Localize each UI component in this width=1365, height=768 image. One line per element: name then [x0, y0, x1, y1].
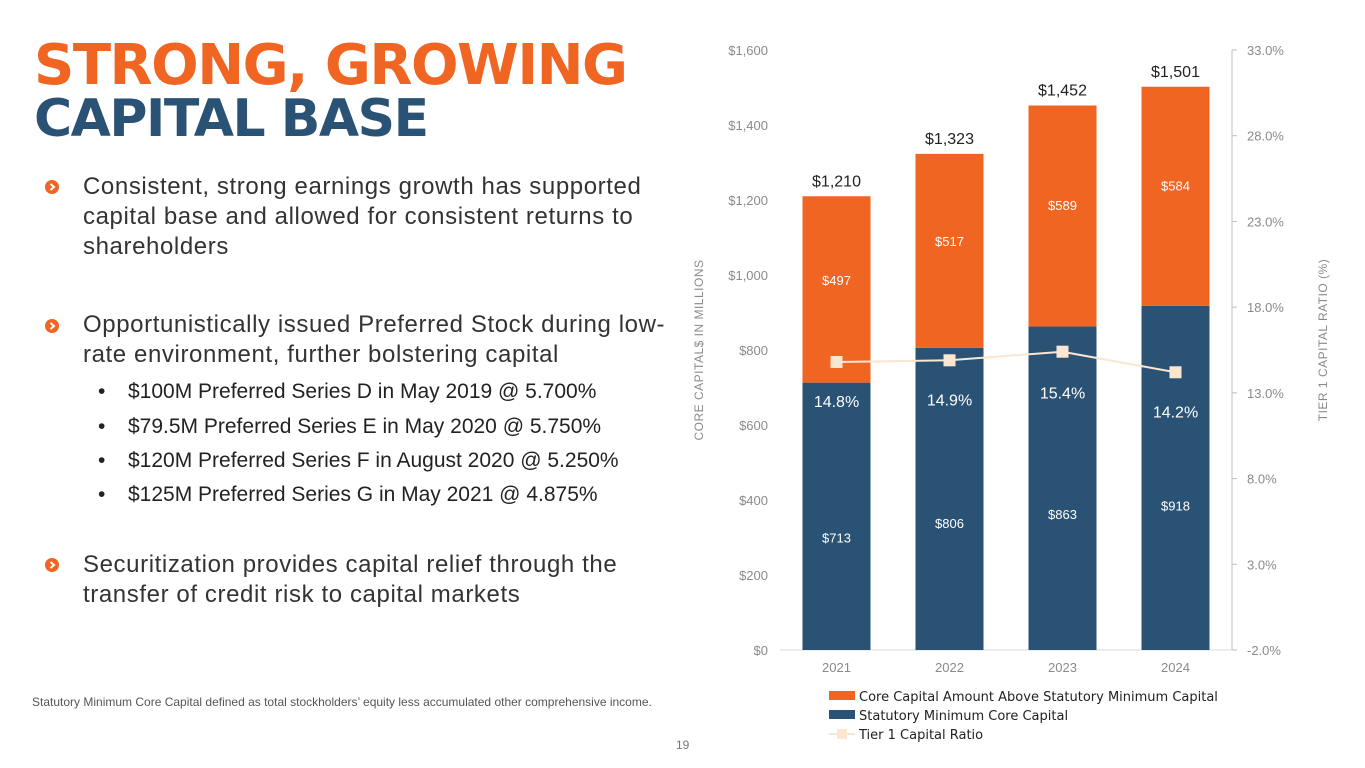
data-label-above-min: $497: [822, 273, 851, 288]
data-label-statutory-min: $863: [1048, 507, 1077, 522]
sub-bullet-glyph: •: [98, 449, 106, 472]
data-label-total: $1,452: [1038, 83, 1087, 100]
y-tick-label: $800: [739, 343, 768, 358]
data-label-above-min: $584: [1161, 178, 1190, 193]
bar-statutory-min: [802, 382, 871, 650]
data-label-total: $1,501: [1151, 64, 1200, 81]
data-label-total: $1,323: [925, 131, 974, 148]
x-tick-label: 2023: [1048, 660, 1077, 675]
sub-bullet-3: • $120M Preferred Series F in August 2020…: [98, 448, 619, 474]
bar-statutory-min: [1028, 326, 1097, 650]
sub-bullet-1: • $100M Preferred Series D in May 2019 @ …: [98, 379, 596, 405]
title-line-2: CAPITAL BASE: [34, 89, 429, 149]
title-line-1: STRONG, GROWING: [34, 33, 628, 98]
y-tick-label: $600: [739, 418, 768, 433]
data-label-statutory-min: $806: [935, 516, 964, 531]
y-axis-title: CORE CAPITAL$ IN MILLIONS: [692, 260, 706, 441]
bar-above-min: [1141, 86, 1210, 306]
sub-bullet-glyph: •: [98, 483, 106, 506]
data-label-statutory-min: $918: [1161, 498, 1190, 513]
ratio-marker: [943, 354, 956, 367]
legend-label-statutory-min: Statutory Minimum Core Capital: [859, 709, 1068, 724]
sub-bullet-text: $79.5M Preferred Series E in May 2020 @ …: [128, 415, 602, 438]
legend-swatch-ratio-marker: [837, 729, 847, 739]
data-label-above-min: $517: [935, 234, 964, 249]
y2-tick-label: 13.0%: [1247, 386, 1284, 401]
bar-above-min: [915, 153, 984, 348]
page-number: 19: [676, 738, 690, 752]
y2-tick-label: 33.0%: [1247, 43, 1284, 58]
bar-above-min: [1028, 105, 1097, 327]
y2-tick-label: 23.0%: [1247, 214, 1284, 229]
chevron-circle-icon: [45, 558, 59, 572]
y2-tick-label: 3.0%: [1247, 557, 1277, 572]
y-tick-label: $1,200: [728, 193, 768, 208]
data-label-total: $1,210: [812, 173, 861, 190]
bar-above-min: [802, 196, 871, 383]
bar-statutory-min: [1141, 305, 1210, 650]
legend-label-above-min: Core Capital Amount Above Statutory Mini…: [859, 690, 1218, 705]
x-tick-label: 2021: [822, 660, 851, 675]
sub-bullet-2: • $79.5M Preferred Series E in May 2020 @…: [98, 414, 601, 440]
ratio-marker: [830, 356, 843, 368]
y2-tick-label: 18.0%: [1247, 300, 1284, 315]
y2-tick-label: -2.0%: [1247, 643, 1281, 658]
sub-bullet-4: • $125M Preferred Series G in May 2021 @ …: [98, 482, 598, 508]
y-tick-label: $1,600: [728, 43, 768, 58]
data-label-ratio: 14.2%: [1153, 404, 1198, 421]
sub-bullet-text: $125M Preferred Series G in May 2021 @ 4…: [128, 483, 598, 506]
y2-axis-title: TIER 1 CAPITAL RATIO (%): [1316, 259, 1330, 421]
footnote: Statutory Minimum Core Capital defined a…: [32, 695, 652, 709]
legend-label-ratio: Tier 1 Capital Ratio: [858, 728, 983, 743]
ratio-line: [836, 350, 1176, 374]
legend-swatch-statutory-min: [829, 710, 855, 719]
data-label-ratio: 14.8%: [814, 394, 859, 411]
chevron-circle-icon: [45, 319, 59, 333]
sub-bullet-text: $120M Preferred Series F in August 2020 …: [128, 449, 619, 472]
y2-tick-label: 8.0%: [1247, 472, 1277, 487]
sub-bullet-glyph: •: [98, 415, 106, 438]
y-tick-label: $200: [739, 568, 768, 583]
y-tick-label: $400: [739, 493, 768, 508]
y2-tick-label: 28.0%: [1247, 129, 1284, 144]
data-label-above-min: $589: [1048, 198, 1077, 213]
x-tick-label: 2024: [1161, 660, 1190, 675]
chevron-circle-icon: [45, 180, 59, 194]
sub-bullet-text: $100M Preferred Series D in May 2019 @ 5…: [128, 380, 597, 403]
y-tick-label: $1,000: [728, 268, 768, 283]
data-label-ratio: 15.4%: [1040, 386, 1085, 403]
legend-swatch-above-min: [829, 691, 855, 700]
y-tick-label: $0: [754, 643, 768, 658]
ratio-marker: [1056, 345, 1069, 358]
data-label-statutory-min: $713: [822, 531, 851, 546]
x-tick-label: 2022: [935, 660, 964, 675]
bar-statutory-min: [915, 347, 984, 650]
bullet-1: Consistent, strong earnings growth has s…: [83, 173, 642, 260]
data-label-ratio: 14.9%: [927, 392, 972, 409]
sub-bullet-glyph: •: [98, 380, 106, 403]
bullet-2: Opportunistically issued Preferred Stock…: [83, 311, 666, 368]
ratio-marker: [1169, 366, 1182, 379]
y-tick-label: $1,400: [728, 118, 768, 133]
bullet-3: Securitization provides capital relief t…: [83, 551, 618, 608]
